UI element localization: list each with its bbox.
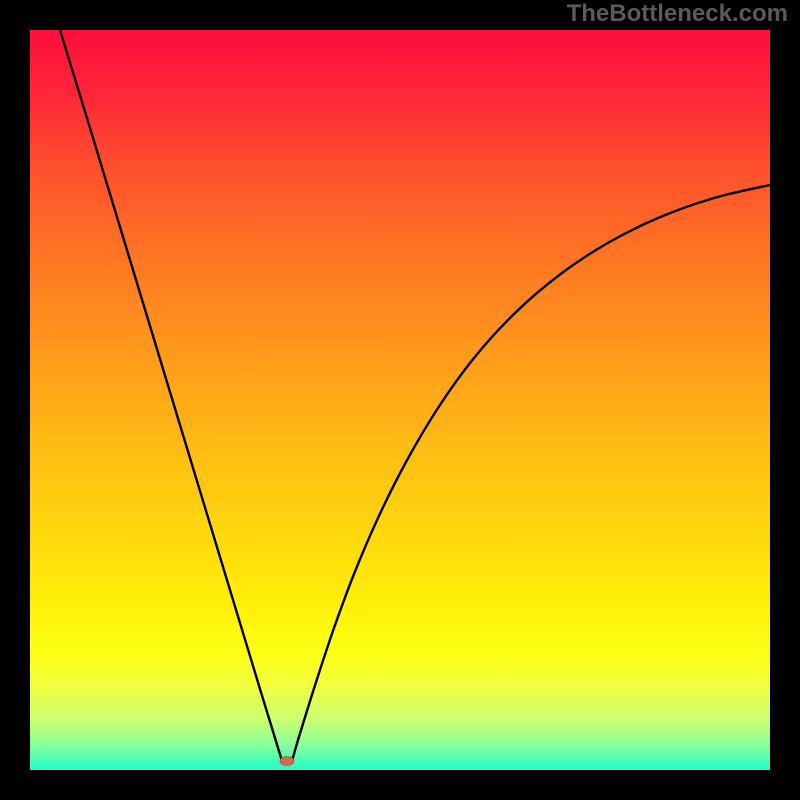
plot-svg (30, 30, 770, 770)
watermark-text: TheBottleneck.com (567, 0, 788, 28)
gradient-background (30, 30, 770, 770)
plot-area (30, 30, 770, 770)
chart-frame: TheBottleneck.com (0, 0, 800, 800)
bottleneck-marker (280, 757, 294, 766)
